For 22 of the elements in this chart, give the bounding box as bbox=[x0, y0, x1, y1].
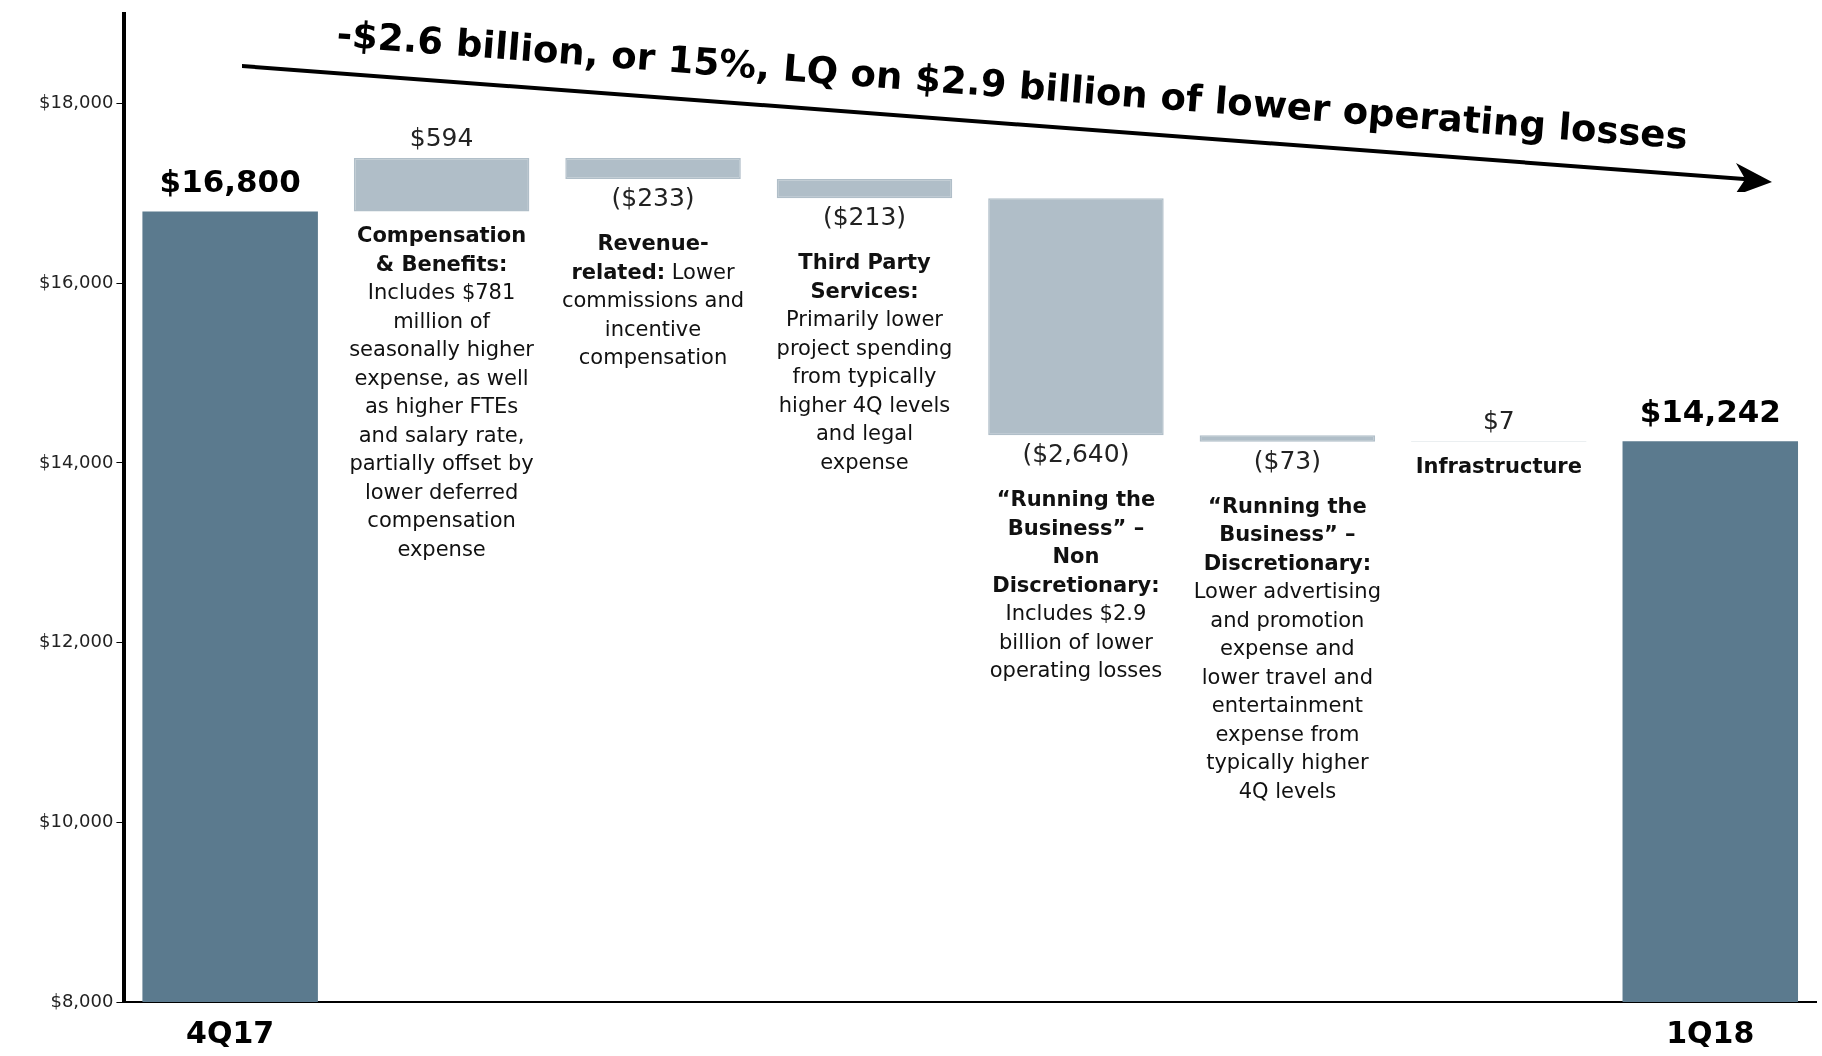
data-label: ($233) bbox=[611, 183, 695, 213]
x-tick-label: 4Q17 bbox=[186, 1014, 275, 1050]
y-tick-label: $16,000 bbox=[39, 270, 114, 292]
annotation: Infrastructure bbox=[1415, 453, 1582, 478]
y-tick-label: $10,000 bbox=[39, 810, 114, 831]
y-tick-label: $18,000 bbox=[39, 91, 114, 113]
data-label: $7 bbox=[1482, 406, 1515, 436]
data-label: ($73) bbox=[1253, 445, 1321, 475]
data-label: ($213) bbox=[822, 202, 907, 232]
y-tick-label: $8,000 bbox=[50, 989, 114, 1011]
x-tick-label: 1Q18 bbox=[1666, 1014, 1755, 1050]
annotation: Third Party Services: Primarily lower project spending from typically higher 4Q levels and legal expense bbox=[775, 249, 954, 476]
annotation: “Running the Business” – Non Discretionary: Includes $2.9 billion of lower operating losses bbox=[988, 486, 1164, 685]
y-tick-label: $12,000 bbox=[39, 630, 114, 652]
text: “Running the Business” – Discretionary: Lower advertising and promotion expense and lower travel and entertainment expense from typically higher 4Q levels bbox=[1193, 493, 1381, 803]
data-label: $14,242 bbox=[1639, 392, 1781, 429]
text: Compensation & Benefits: Includes $781 million of seasonally higher expense, as well as higher FTEs and salary rate, partially offset by lower deferred compensation expense bbox=[349, 223, 534, 561]
data-label: ($2,640) bbox=[1022, 439, 1130, 469]
data-label: $16,800 bbox=[159, 162, 301, 199]
y-tick-label: $14,000 bbox=[39, 450, 114, 472]
data-label: $594 bbox=[409, 123, 474, 153]
annotation: Revenue-related: Lower commissions and incentive compensation bbox=[560, 230, 746, 371]
